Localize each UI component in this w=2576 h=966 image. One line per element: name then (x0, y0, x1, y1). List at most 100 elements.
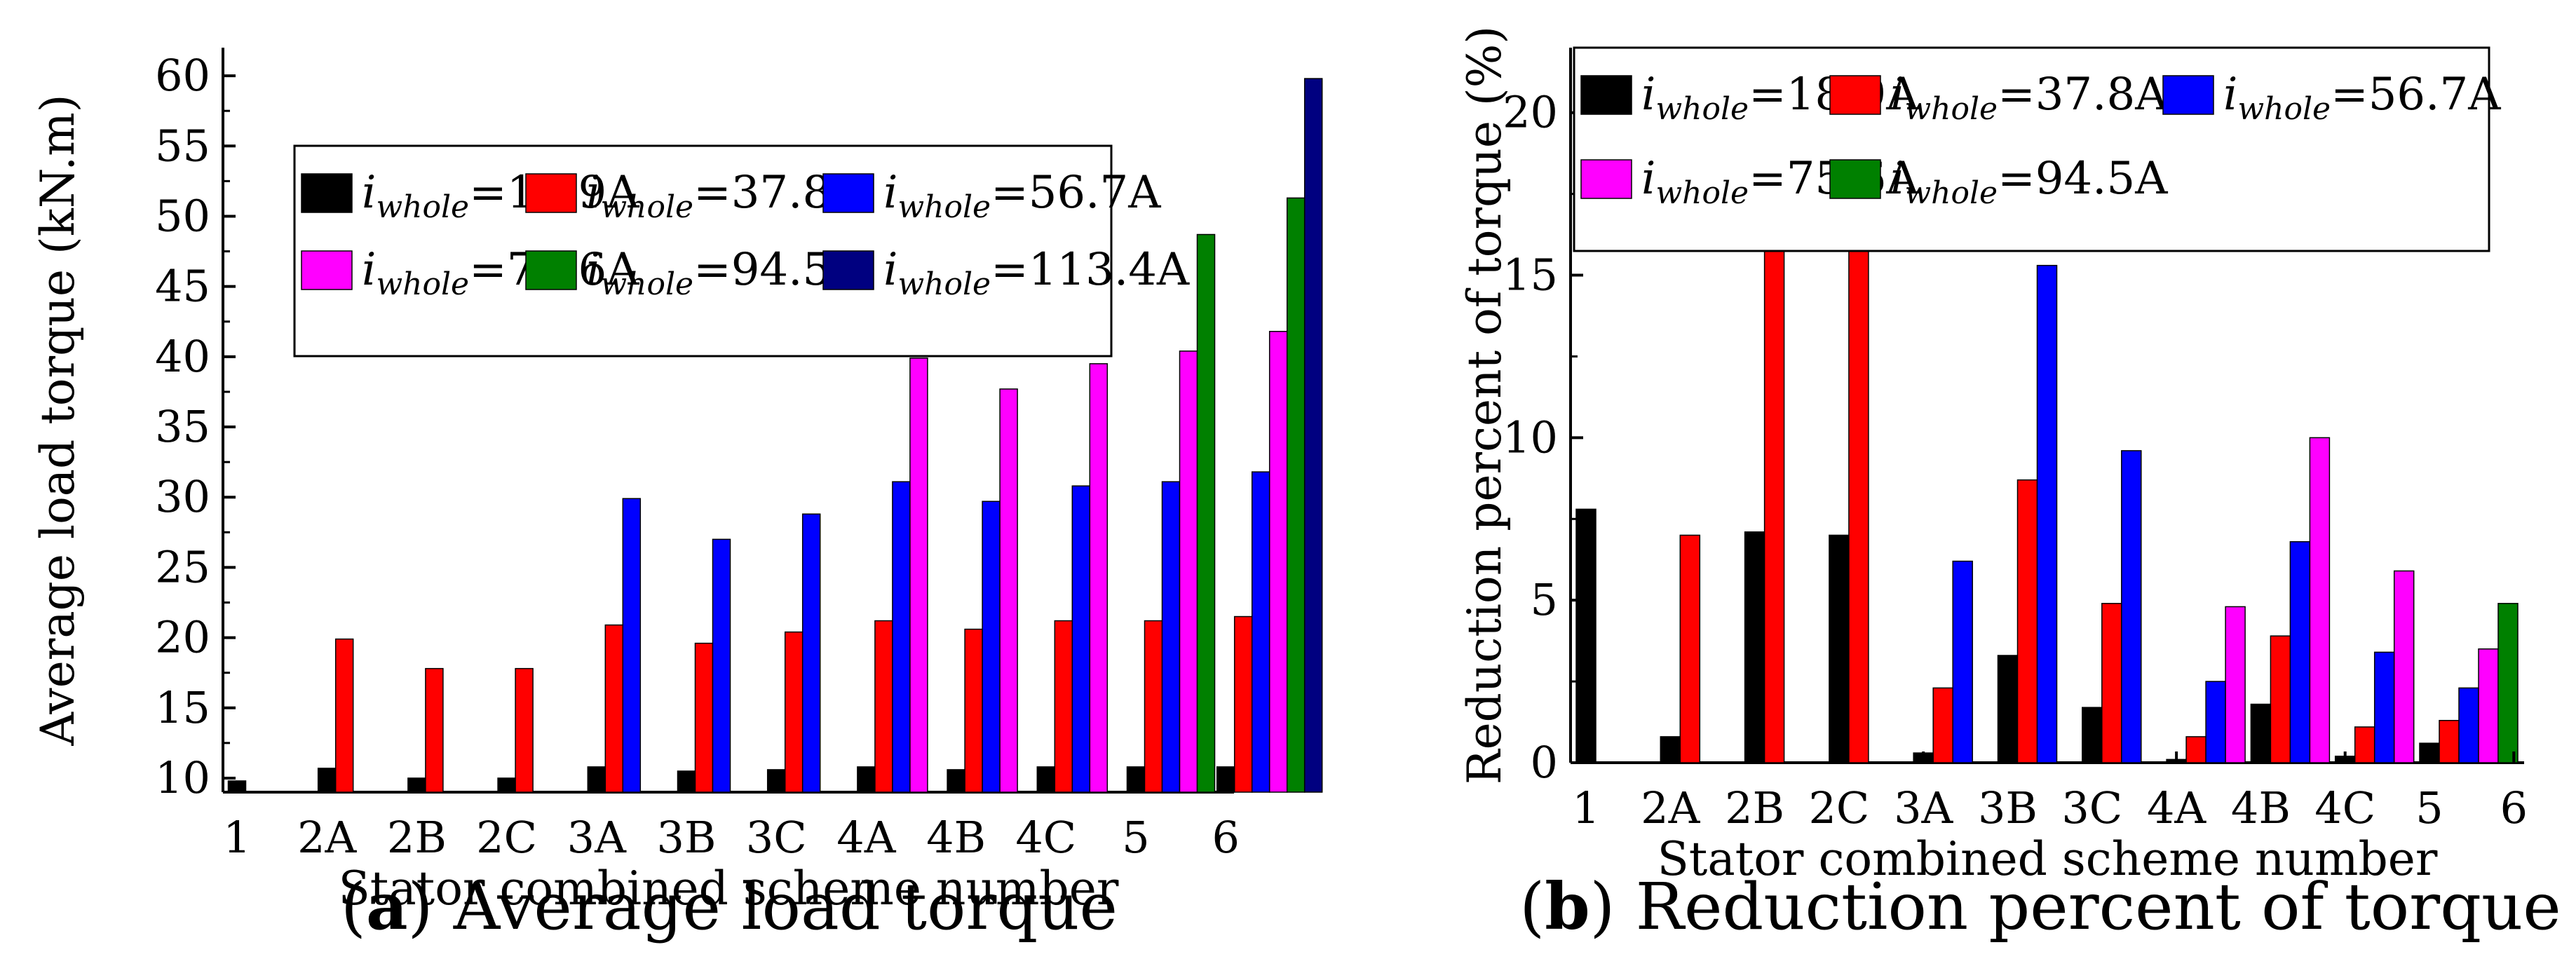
x-tick-label: 5 (1122, 812, 1149, 863)
legend-swatch (525, 250, 577, 290)
bar-4B-s4 (999, 388, 1018, 793)
bar-4C-s2 (2354, 726, 2375, 763)
legend-entry: iwhole=113.4A (883, 244, 1190, 302)
x-tick-label: 6 (1212, 812, 1239, 863)
bar-4B-s2 (2270, 635, 2291, 763)
legend-box (293, 144, 1113, 358)
bar-5-s2 (1144, 620, 1163, 793)
legend-swatch (301, 250, 353, 290)
bar-3B-s1 (1997, 655, 2019, 763)
bar-4B-s4 (2309, 437, 2331, 763)
legend-swatch (1829, 75, 1881, 115)
y-tick-label: 50 (155, 190, 210, 241)
bar-6-s4 (1268, 331, 1288, 793)
legend-swatch (1829, 159, 1881, 199)
bar-2B-s1 (1744, 531, 1765, 763)
legend-entry: iwhole=56.7A (2223, 69, 2501, 127)
x-tick-label: 4B (926, 812, 986, 863)
bar-5-s2 (2439, 719, 2460, 763)
x-tick-label: 2A (1641, 782, 1700, 834)
chart-panel-b: 0 5 10 15 20 1 2A 2B 2C 3A 3B 3C 4A 4B 4C 5 6 Stator comb… (1458, 26, 2561, 944)
bar-5-s3 (2458, 687, 2479, 763)
bar-2A-s2 (334, 638, 354, 793)
y-tick-label: 10 (155, 752, 210, 803)
legend-entry: iwhole=56.7A (883, 167, 1161, 225)
y-tick-label: 20 (155, 612, 210, 663)
legend-swatch (525, 173, 577, 213)
x-tick-label: 3C (2061, 782, 2122, 834)
bar-5-s4 (1179, 351, 1198, 793)
bar-3C-s2 (784, 631, 804, 793)
legend-swatch (2162, 75, 2214, 115)
x-tick-label: 2A (297, 812, 357, 863)
y-tick-label: 40 (155, 331, 210, 382)
legend-swatch (301, 173, 353, 213)
bar-3A-s2 (1932, 687, 1953, 763)
y-tick-label: 35 (155, 401, 210, 452)
bar-4A-s3 (2205, 681, 2226, 763)
bar-6-s5 (1286, 197, 1306, 793)
bar-2C-s2 (515, 667, 534, 793)
x-tick-label: 1 (1572, 782, 1599, 834)
x-tick-label: 4A (836, 812, 896, 863)
bar-3B-s3 (712, 538, 731, 793)
bar-4C-s4 (1089, 363, 1109, 793)
legend-swatch (1580, 159, 1632, 199)
bar-6-s3 (1251, 471, 1270, 793)
x-tick-label: 4A (2147, 782, 2206, 834)
bar-4C-s2 (1054, 620, 1073, 793)
bar-3A-s3 (1952, 560, 1973, 763)
bar-4C-s3 (2373, 651, 2395, 763)
x-tick-label: 2C (476, 812, 537, 863)
bar-4A-s2 (874, 620, 893, 793)
y-tick-label: 5 (1531, 574, 1558, 625)
y-tick-label: 20 (1503, 87, 1558, 138)
x-axis-label: Stator combined scheme number (339, 862, 1119, 916)
bar-5-s5 (1196, 233, 1216, 793)
bar-5-s3 (1161, 481, 1181, 793)
x-tick-label: 3B (656, 812, 716, 863)
bar-6-s6 (1303, 78, 1323, 793)
x-tick-label: 4C (1015, 812, 1076, 863)
bar-4A-s3 (892, 481, 911, 793)
bar-3C-s3 (2121, 450, 2142, 763)
legend-entry: iwhole=94.5A (1890, 153, 2168, 211)
bar-3B-s2 (2016, 479, 2038, 763)
y-tick-label: 10 (1503, 411, 1558, 463)
y-tick-label: 15 (1503, 250, 1558, 301)
x-tick-label: 3A (1894, 782, 1953, 834)
figure-caption: (b) Reduction percent of torque (1519, 869, 2561, 944)
x-tick-label: 3A (567, 812, 627, 863)
y-tick-label: 60 (155, 50, 210, 101)
y-tick-label: 0 (1531, 737, 1558, 788)
x-tick-label: 5 (2415, 782, 2443, 834)
y-tick-label: 25 (155, 541, 210, 592)
legend-swatch (822, 173, 874, 213)
bar-2A-s2 (1679, 534, 1701, 763)
bar-2C-s2 (1848, 226, 1869, 763)
legend-swatch (822, 250, 874, 290)
bar-3B-s2 (694, 642, 714, 793)
y-axis-label: Average load torque (kN.m) (31, 94, 85, 746)
chart-panel-a: 10 15 20 25 30 35 40 45 50 55 60 1 2A 2B 2C 3A 3B 3C 4A 4B 4… (31, 48, 1323, 944)
bar-4A-s2 (2185, 736, 2206, 763)
bar-4B-s2 (964, 628, 983, 793)
y-axis-label: Reduction percent of torque (%) (1458, 26, 1512, 784)
x-tick-label: 1 (223, 812, 250, 863)
bar-4C-s3 (1071, 485, 1091, 793)
bar-2B-s2 (1763, 216, 1785, 763)
x-tick-label: 4C (2314, 782, 2375, 834)
y-tick-label: 55 (155, 120, 210, 171)
figure-caption: (a) Average load torque (341, 869, 1118, 944)
bar-4B-s3 (982, 501, 1001, 793)
legend-entry: iwhole=37.8A (586, 167, 864, 225)
x-tick-label: 2B (387, 812, 447, 863)
bar-5-s5 (2497, 603, 2519, 763)
bar-2C-s1 (1829, 534, 1850, 763)
y-tick-label: 15 (155, 682, 210, 733)
y-tick-label: 45 (155, 261, 210, 312)
x-tick-label: 3C (746, 812, 807, 863)
x-tick-label: 6 (2500, 782, 2528, 834)
x-tick-label: 4B (2231, 782, 2291, 834)
x-axis-label: Stator combined scheme number (1658, 832, 2438, 886)
